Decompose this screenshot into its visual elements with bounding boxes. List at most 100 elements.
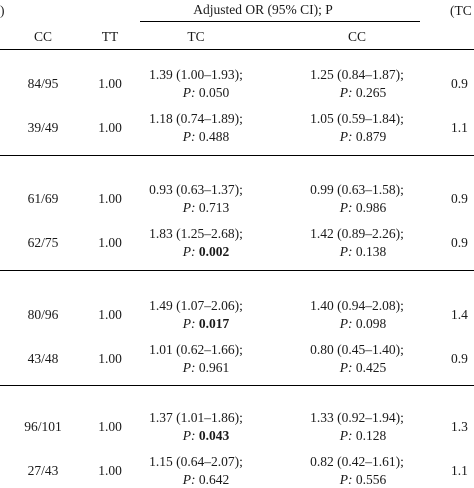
cc-counts-cell: 62/75 [27, 235, 59, 250]
p-value: 0.961 [195, 360, 230, 375]
tc-ci-cell: 1.37 (1.01–1.86); [149, 410, 243, 425]
p-label: P: [182, 472, 196, 487]
p-label: P: [182, 244, 196, 259]
tc-p-cell: P: 0.488 [183, 129, 230, 145]
right-edge-cell: 0.9 [451, 351, 468, 366]
cc-p-cell: P: 0.986 [340, 200, 387, 216]
header-rule [0, 49, 474, 50]
cc-ci-cell: 1.05 (0.59–1.84); [310, 111, 404, 126]
tc-ci-cell: 1.39 (1.00–1.93); [149, 67, 243, 82]
p-label: P: [182, 200, 196, 215]
tt-cell: 1.00 [98, 463, 122, 478]
col-header-tt: TT [101, 29, 119, 44]
tt-cell: 1.00 [98, 351, 122, 366]
p-value: 0.050 [195, 85, 230, 100]
right-edge-cell: 1.4 [451, 307, 468, 322]
p-label: P: [182, 129, 196, 144]
p-value: 0.002 [195, 244, 230, 259]
cc-counts-cell: 80/96 [27, 307, 59, 322]
tc-ci-cell: 1.15 (0.64–2.07); [149, 454, 243, 469]
cc-counts-cell: 96/101 [24, 419, 62, 434]
right-edge-cell: 0.9 [451, 235, 468, 250]
group-separator [0, 270, 474, 272]
p-value: 0.556 [352, 472, 387, 487]
p-label: P: [339, 200, 353, 215]
cc-counts-cell: 84/95 [27, 76, 59, 91]
tc-p-cell: P: 0.017 [183, 316, 230, 332]
cc-ci-cell: 0.82 (0.42–1.61); [310, 454, 404, 469]
tt-cell: 1.00 [98, 120, 122, 135]
p-label: P: [339, 360, 353, 375]
header-group-title: Adjusted OR (95% CI); P [193, 2, 333, 17]
p-label: P: [339, 129, 353, 144]
cc-ci-cell: 1.42 (0.89–2.26); [310, 226, 404, 241]
header-left-paren: ) [0, 3, 5, 18]
p-label: P: [339, 428, 353, 443]
cc-p-cell: P: 0.128 [340, 428, 387, 444]
group-separator [0, 155, 474, 157]
p-value: 0.879 [352, 129, 387, 144]
cc-counts-cell: 27/43 [27, 463, 59, 478]
cc-counts-cell: 43/48 [27, 351, 59, 366]
tt-cell: 1.00 [98, 307, 122, 322]
p-value: 0.098 [352, 316, 387, 331]
cc-p-cell: P: 0.425 [340, 360, 387, 376]
p-value: 0.043 [195, 428, 230, 443]
p-label: P: [182, 360, 196, 375]
cc-counts-cell: 61/69 [27, 191, 59, 206]
right-edge-cell: 0.9 [451, 76, 468, 91]
tc-p-cell: P: 0.961 [183, 360, 230, 376]
p-label: P: [339, 316, 353, 331]
tc-p-cell: P: 0.043 [183, 428, 230, 444]
cc-ci-cell: 1.25 (0.84–1.87); [310, 67, 404, 82]
tc-ci-cell: 1.49 (1.07–2.06); [149, 298, 243, 313]
tc-ci-cell: 1.01 (0.62–1.66); [149, 342, 243, 357]
p-value: 0.138 [352, 244, 387, 259]
col-header-cc-or: CC [347, 29, 367, 44]
col-header-cc-counts: CC [33, 29, 53, 44]
p-label: P: [339, 85, 353, 100]
p-label: P: [339, 244, 353, 259]
tc-ci-cell: 1.83 (1.25–2.68); [149, 226, 243, 241]
tc-p-cell: P: 0.642 [183, 472, 230, 488]
right-edge-cell: 1.3 [451, 419, 468, 434]
tc-p-cell: P: 0.002 [183, 244, 230, 260]
cc-ci-cell: 1.40 (0.94–2.08); [310, 298, 404, 313]
cc-ci-cell: 1.33 (0.92–1.94); [310, 410, 404, 425]
right-edge-cell: 1.1 [451, 463, 468, 478]
p-label: P: [182, 316, 196, 331]
p-value: 0.642 [195, 472, 230, 487]
p-value: 0.488 [195, 129, 230, 144]
cc-ci-cell: 0.99 (0.63–1.58); [310, 182, 404, 197]
p-value: 0.017 [195, 316, 230, 331]
header-right-fragment: (TC [450, 3, 472, 18]
col-header-tc: TC [187, 29, 205, 44]
tt-cell: 1.00 [98, 76, 122, 91]
cc-ci-cell: 0.80 (0.45–1.40); [310, 342, 404, 357]
tt-cell: 1.00 [98, 419, 122, 434]
p-label: P: [182, 428, 196, 443]
cc-p-cell: P: 0.098 [340, 316, 387, 332]
p-label: P: [339, 472, 353, 487]
cc-p-cell: P: 0.879 [340, 129, 387, 145]
tc-p-cell: P: 0.050 [183, 85, 230, 101]
tc-p-cell: P: 0.713 [183, 200, 230, 216]
p-label: P: [182, 85, 196, 100]
cc-p-cell: P: 0.265 [340, 85, 387, 101]
p-value: 0.713 [195, 200, 230, 215]
group-title-underline [140, 21, 420, 22]
group-separator [0, 385, 474, 387]
p-value: 0.128 [352, 428, 387, 443]
tt-cell: 1.00 [98, 235, 122, 250]
tc-ci-cell: 1.18 (0.74–1.89); [149, 111, 243, 126]
p-value: 0.986 [352, 200, 387, 215]
cc-counts-cell: 39/49 [27, 120, 59, 135]
tc-ci-cell: 0.93 (0.63–1.37); [149, 182, 243, 197]
right-edge-cell: 0.9 [451, 191, 468, 206]
cc-p-cell: P: 0.138 [340, 244, 387, 260]
p-value: 0.425 [352, 360, 387, 375]
tt-cell: 1.00 [98, 191, 122, 206]
right-edge-cell: 1.1 [451, 120, 468, 135]
cc-p-cell: P: 0.556 [340, 472, 387, 488]
p-value: 0.265 [352, 85, 387, 100]
